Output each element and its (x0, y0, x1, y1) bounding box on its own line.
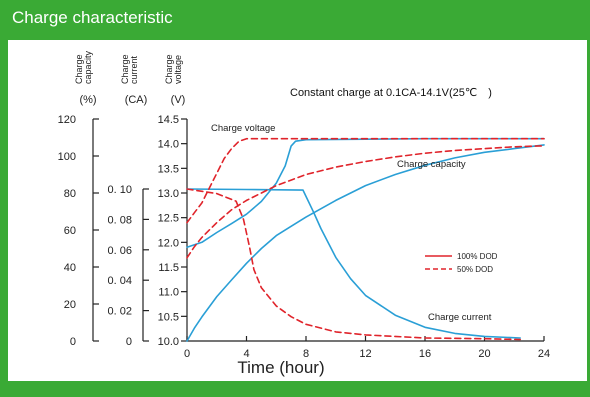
capacity-axis-title-unit: (%) (79, 94, 96, 106)
voltage-tick-label: 14.0 (158, 139, 179, 151)
capacity-tick-label: 0 (70, 336, 76, 348)
series-current-100dod (186, 188, 521, 339)
chart-heading: Charge characteristic (12, 8, 173, 27)
series-capacity-100dod (186, 144, 545, 342)
voltage-axis-title-line1: Charge (164, 54, 174, 84)
x-tick-label: 4 (243, 348, 249, 360)
capacity-tick-label: 20 (64, 299, 76, 311)
x-tick-label: 8 (303, 348, 309, 360)
capacity-tick-label: 100 (58, 151, 76, 163)
series-current-50dod (186, 188, 521, 341)
x-axis-title: Time (hour) (237, 358, 324, 377)
current-tick-label: 0. 06 (108, 245, 132, 257)
capacity-axis-title-line1: Charge (74, 54, 84, 84)
voltage-axis-title-unit: (V) (171, 94, 186, 106)
voltage-tick-label: 14.5 (158, 114, 179, 126)
label-charge-capacity: Charge capacity (397, 159, 466, 170)
current-tick-label: 0. 04 (108, 275, 132, 287)
legend-label: 100% DOD (457, 252, 498, 261)
x-tick-label: 16 (419, 348, 431, 360)
current-tick-label: 0. 08 (108, 214, 132, 226)
label-charge-voltage: Charge voltage (211, 123, 275, 134)
voltage-tick-label: 13.0 (158, 188, 179, 200)
legend-label: 50% DOD (457, 265, 493, 274)
voltage-axis-title-line2: voltage (173, 55, 183, 84)
chart-panel (8, 40, 587, 381)
x-tick-label: 20 (478, 348, 490, 360)
x-tick-label: 12 (359, 348, 371, 360)
voltage-tick-label: 12.0 (158, 237, 179, 249)
current-axis-title-unit: (CA) (125, 94, 148, 106)
voltage-tick-label: 10.0 (158, 336, 179, 348)
capacity-axis-title-line2: capacity (83, 50, 93, 84)
capacity-tick-label: 120 (58, 114, 76, 126)
voltage-tick-label: 11.0 (158, 287, 179, 299)
series-voltage-100dod (186, 137, 545, 249)
series-voltage-50dod (186, 137, 545, 224)
capacity-tick-label: 80 (64, 188, 76, 200)
current-axis-title-line2: current (129, 55, 139, 84)
current-axis-title-line1: Charge (120, 54, 130, 84)
capacity-tick-label: 60 (64, 225, 76, 237)
label-charge-current: Charge current (428, 312, 492, 323)
current-tick-label: 0. 02 (108, 306, 132, 318)
x-tick-label: 24 (538, 348, 550, 360)
current-tick-label: 0. 10 (108, 184, 132, 196)
capacity-tick-label: 40 (64, 262, 76, 274)
series-capacity-50dod (186, 145, 545, 259)
voltage-tick-label: 13.5 (158, 163, 179, 175)
voltage-tick-label: 10.5 (158, 311, 179, 323)
current-tick-label: 0 (126, 336, 132, 348)
voltage-tick-label: 11.5 (158, 262, 179, 274)
chart-note: Constant charge at 0.1CA-14.1V(25℃ ) (290, 87, 492, 99)
x-tick-label: 0 (184, 348, 190, 360)
voltage-tick-label: 12.5 (158, 213, 179, 225)
